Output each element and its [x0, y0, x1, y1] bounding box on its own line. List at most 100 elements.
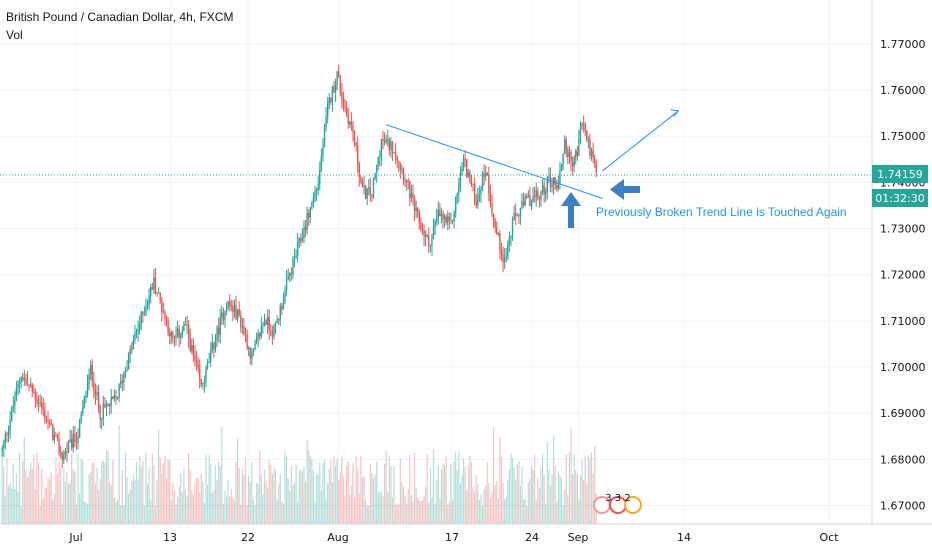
time-axis[interactable]: Jul 13 22 Aug 17 24 Sep 14 Oct [68, 531, 839, 544]
volume-bar [440, 469, 443, 524]
price-tick-label: 1.71000 [880, 315, 926, 328]
candle-body [89, 365, 92, 374]
volume-bar [156, 480, 158, 524]
candle-body [7, 430, 10, 435]
candle-body [126, 369, 128, 371]
candles [1, 64, 597, 469]
volume-bar [491, 492, 493, 524]
volume-bar [334, 465, 337, 524]
volume-bar [33, 454, 35, 524]
volume-bar [252, 499, 255, 524]
volume-bar [292, 485, 294, 524]
candle-body [363, 185, 365, 188]
price-axis[interactable]: 1.770001.760001.750001.740001.730001.720… [880, 38, 926, 513]
candle-body [342, 99, 345, 107]
volume-bar [93, 462, 95, 524]
volume-bar [368, 505, 370, 524]
volume-bar [186, 496, 188, 524]
last-price-tag: 1.74159 [872, 165, 928, 183]
candle-body [91, 365, 93, 382]
candle-body [364, 185, 367, 199]
volume-bar [282, 503, 285, 524]
time-tick-label: Oct [819, 531, 839, 544]
candle-body [521, 201, 523, 208]
volume-bar [312, 470, 315, 524]
candle-body [249, 347, 251, 359]
volume-bar [278, 483, 280, 524]
volume-bar [132, 475, 134, 524]
candle-body [88, 373, 90, 384]
candle-body [120, 380, 122, 385]
candle-body [424, 234, 427, 237]
candle-body [159, 292, 161, 301]
volume-bar [176, 496, 179, 524]
candle-body [360, 177, 362, 182]
volume-bar [527, 482, 529, 524]
volume-bar [338, 479, 340, 524]
candle-body [375, 165, 378, 174]
volume-bar [388, 456, 390, 524]
time-tick-label: 22 [241, 531, 255, 544]
candle-body [486, 173, 488, 176]
candle-body [379, 156, 381, 158]
candle-body [466, 158, 468, 177]
candle-body [124, 370, 127, 374]
candle-body [281, 305, 283, 310]
volume-bar [237, 438, 239, 524]
volume-bar [529, 478, 531, 524]
candle-body [502, 254, 504, 263]
volume-bar [188, 452, 190, 524]
price-tick-label: 1.67000 [880, 500, 926, 513]
volume-bar [576, 474, 578, 524]
candle-body [205, 366, 207, 381]
candle-body [513, 213, 515, 220]
volume-bar [492, 426, 495, 524]
grid-lines [0, 0, 872, 524]
candle-body [257, 333, 259, 338]
volume-bar [562, 505, 564, 524]
volume-indicator-label[interactable]: Vol [6, 28, 23, 42]
candle-body [268, 317, 270, 331]
candle-body [328, 97, 330, 103]
candle-body [77, 436, 79, 443]
candle-body [47, 421, 49, 423]
candle-body [311, 203, 313, 207]
volume-bar [200, 474, 202, 524]
volume-bar [94, 483, 97, 524]
time-tick-label: 13 [163, 531, 177, 544]
volume-bar [391, 497, 394, 524]
candle-body [541, 184, 544, 192]
volume-bar [371, 473, 373, 524]
candle-body [12, 405, 14, 408]
price-tick-label: 1.69000 [880, 407, 926, 420]
volume-bar [537, 478, 539, 524]
volume-bar [137, 479, 139, 524]
volume-bar [99, 478, 101, 524]
candle-body [53, 435, 56, 440]
volume-bar [3, 467, 5, 524]
volume-bar [113, 497, 115, 524]
volume-bar [224, 490, 226, 524]
volume-bar [583, 479, 585, 524]
volume-bar [36, 452, 38, 524]
candle-body [150, 287, 152, 296]
volume-bar [412, 501, 414, 524]
candle-body [582, 123, 585, 125]
volume-bar [333, 455, 335, 524]
candle-body [398, 161, 400, 163]
volume-bar [37, 462, 40, 524]
events-badge[interactable]: 3 3 2 [593, 493, 642, 514]
volume-bar [467, 465, 469, 524]
volume-bar [434, 503, 436, 524]
volume-bar [439, 498, 441, 524]
volume-bar [459, 483, 461, 524]
volume-bar [406, 503, 408, 524]
volume-bar [474, 491, 476, 524]
volume-bar [516, 464, 518, 524]
candle-body [276, 319, 278, 323]
candle-body [300, 238, 302, 241]
candle-body [28, 384, 30, 386]
volume-bar [553, 435, 555, 524]
candle-body [503, 257, 506, 263]
